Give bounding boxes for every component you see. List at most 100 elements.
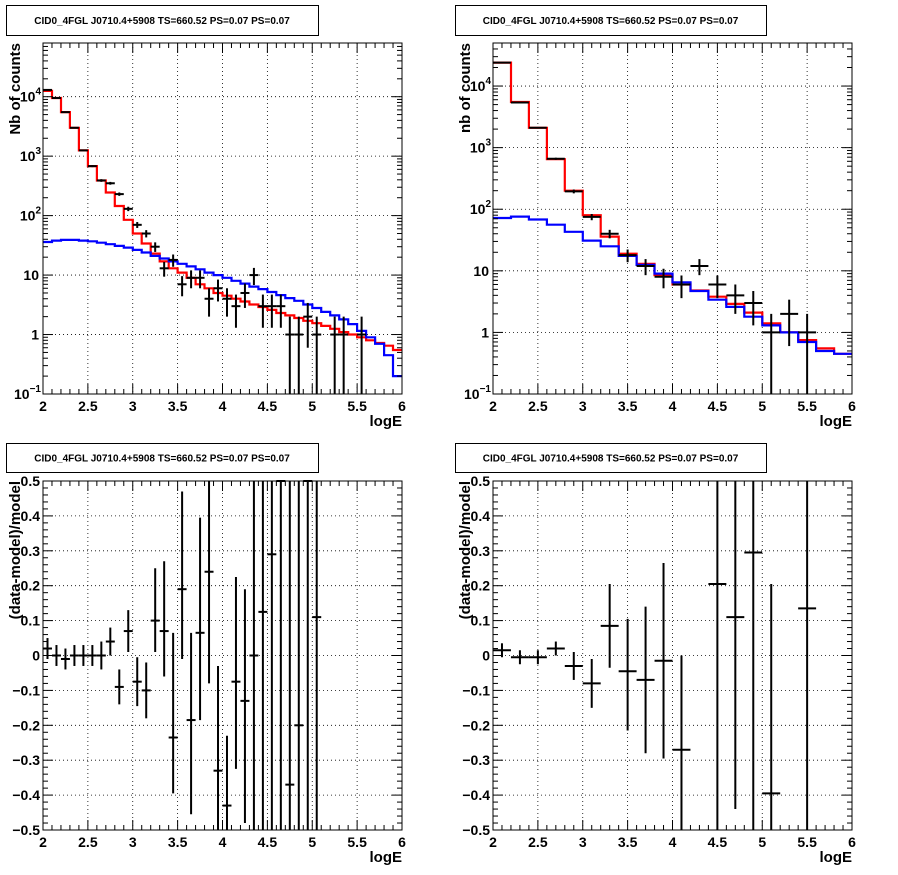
data-point (798, 313, 817, 394)
x-axis-ticks (492, 43, 853, 394)
y-tick-exponent: −1 (30, 384, 42, 395)
x-tick-label: 4.5 (708, 834, 728, 850)
x-tick-label: 2 (39, 834, 47, 850)
data-point (600, 583, 619, 668)
data-point (132, 657, 142, 707)
y-tick-base: 10 (470, 201, 486, 217)
data-point (96, 179, 106, 182)
y-tick-label: 1 (31, 327, 39, 343)
data-point (51, 97, 61, 100)
data-point (312, 316, 322, 394)
data-point (546, 157, 565, 160)
data-point (780, 299, 799, 347)
histogram-series-0 (493, 61, 852, 355)
y-tick-base: 10 (470, 140, 486, 156)
data-point (204, 288, 214, 317)
data-point (204, 481, 214, 684)
data-point (357, 316, 367, 394)
data-point (258, 294, 268, 328)
data-point (222, 288, 232, 317)
data-point (159, 561, 169, 677)
title-box (6, 443, 319, 473)
data-point (105, 181, 115, 185)
y-tick-label: 104 (20, 87, 42, 105)
y-axis-ticks (43, 480, 402, 831)
x-tick-label: 6 (848, 398, 856, 414)
x-tick-label: 6 (848, 834, 856, 850)
x-tick-label: 2.5 (528, 834, 548, 850)
y-tick-label: 0 (482, 648, 490, 664)
data-point (123, 610, 133, 653)
y-tick-base: 10 (20, 208, 36, 224)
data-point (654, 563, 673, 759)
data-point (708, 481, 727, 830)
y-tick-label: 10−1 (14, 384, 41, 402)
y-tick-label: −0.2 (462, 717, 490, 733)
data-point (240, 283, 250, 308)
data-point (249, 267, 259, 286)
data-point (510, 101, 529, 104)
chart-panel: CID0_4FGL J0710.4+5908 TS=660.52 PS=0.07… (6, 5, 406, 430)
data-point (600, 229, 619, 239)
data-point (726, 284, 745, 314)
data-point (582, 213, 601, 221)
x-tick-label: 5.5 (347, 398, 367, 414)
title-box (455, 5, 767, 36)
y-tick-label: 0.2 (471, 578, 491, 594)
data-point (123, 206, 133, 212)
y-tick-exponent: 2 (35, 206, 41, 217)
y-tick-label: 10 (23, 267, 39, 283)
y-tick-label: −0.3 (462, 752, 490, 768)
y-tick-label: −0.3 (12, 752, 40, 768)
data-point (51, 645, 61, 666)
y-tick-label: −0.1 (12, 682, 40, 698)
y-tick-label: 0.5 (21, 473, 41, 489)
y-tick-label: 0.4 (471, 508, 491, 524)
y-tick-label: 10 (473, 263, 489, 279)
y-tick-base: 10 (14, 386, 30, 402)
data-point (258, 481, 268, 830)
x-axis-label: logE (370, 849, 403, 866)
x-tick-label: 5 (308, 398, 316, 414)
data-point (654, 268, 673, 289)
y-tick-exponent: 2 (485, 199, 491, 210)
data-point (60, 111, 70, 114)
x-tick-label: 5 (758, 834, 766, 850)
data-point (726, 481, 745, 810)
y-axis-label: (data-model)/model (7, 481, 24, 619)
grid (43, 43, 402, 394)
y-axis-label: Nb of counts (7, 43, 24, 135)
x-tick-label: 3 (579, 834, 587, 850)
y-axis-label: nb of counts (457, 43, 474, 133)
y-axis-label: (data-model)/model (457, 481, 474, 619)
data-point (132, 222, 142, 228)
y-tick-exponent: 3 (35, 146, 41, 157)
x-tick-label: 3.5 (618, 398, 638, 414)
data-point (294, 481, 304, 830)
x-tick-label: 3.5 (618, 834, 638, 850)
y-tick-label: 0.1 (21, 613, 41, 629)
data-point (240, 589, 250, 824)
x-tick-label: 2.5 (528, 398, 548, 414)
data-point (213, 665, 223, 830)
x-tick-label: 4 (669, 398, 677, 414)
x-tick-label: 2.5 (78, 398, 98, 414)
data-point (546, 641, 565, 656)
y-tick-label: 0.3 (471, 543, 491, 559)
data-point (564, 652, 583, 680)
y-tick-label: 103 (470, 138, 492, 156)
x-tick-label: 6 (398, 834, 406, 850)
y-tick-base: 10 (20, 148, 36, 164)
data-point (105, 627, 115, 656)
y-tick-label: −0.1 (462, 682, 490, 698)
data-point (267, 481, 277, 830)
data-point (618, 249, 637, 263)
data-point (150, 568, 160, 653)
x-tick-label: 2 (39, 398, 47, 414)
y-tick-label: −0.4 (12, 787, 40, 803)
x-tick-label: 4 (669, 834, 677, 850)
x-tick-label: 3.5 (168, 834, 188, 850)
data-point (636, 606, 655, 754)
data-point (177, 276, 187, 297)
